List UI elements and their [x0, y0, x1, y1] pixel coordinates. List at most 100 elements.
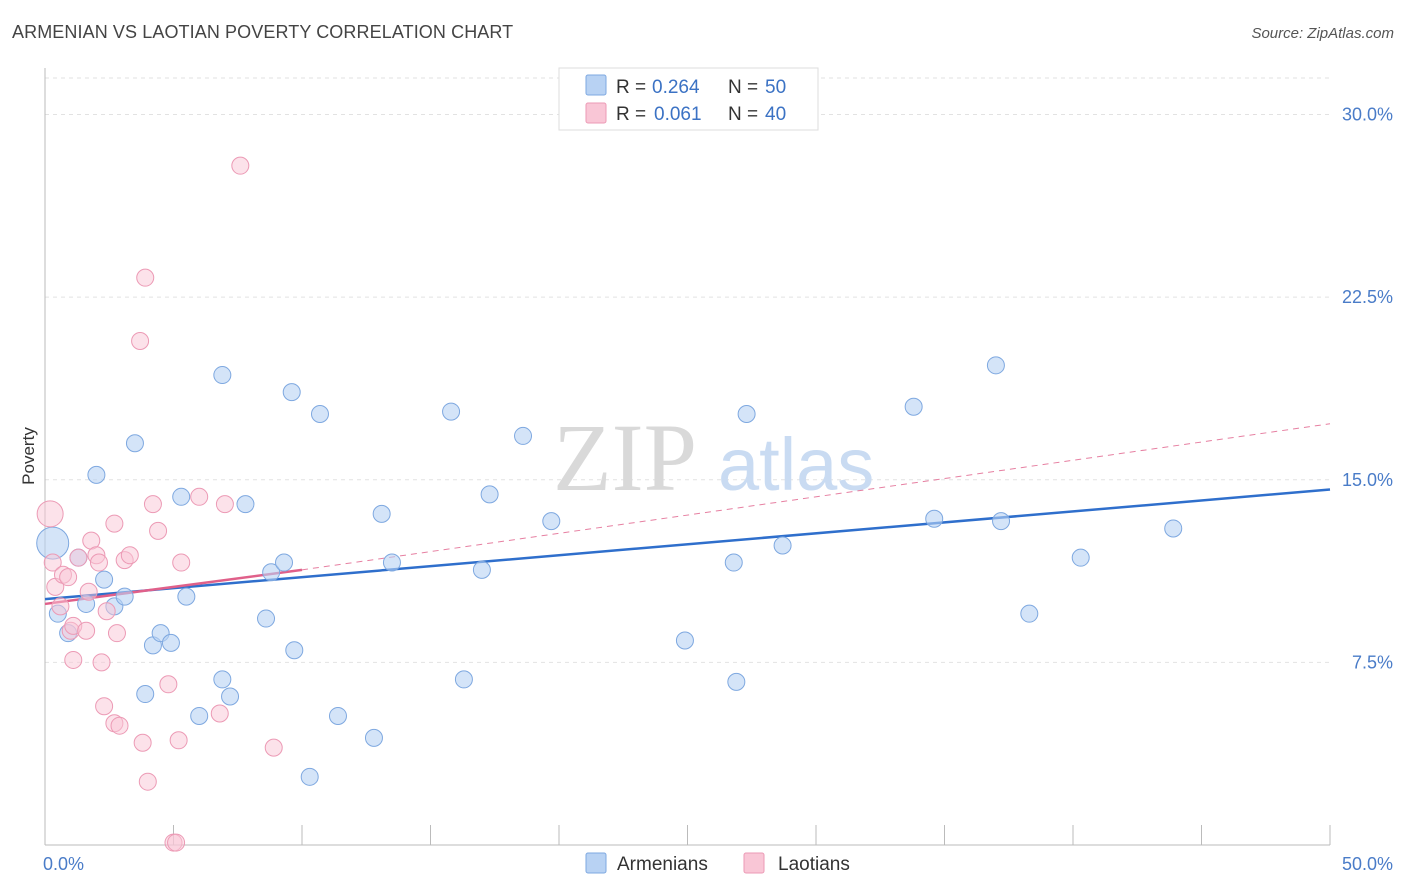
laotians-point [143, 495, 162, 514]
laotians-point [69, 548, 88, 567]
armenians-point [1071, 548, 1090, 567]
armenians-point [454, 670, 473, 689]
armenians-point [115, 587, 134, 606]
legend-r-label-armenians: R = [616, 77, 646, 98]
laotians-point [95, 697, 114, 716]
armenians-point [262, 563, 281, 582]
laotians-point [133, 733, 152, 752]
y-tick-label: 30.0% [1342, 105, 1393, 125]
armenians-point [1164, 519, 1183, 538]
legend-n-label-armenians: N = [728, 77, 758, 98]
series-legend: Armenians Laotians [585, 852, 850, 875]
armenians-point [310, 405, 329, 424]
armenians-point [472, 560, 491, 579]
laotians-point [51, 597, 70, 616]
armenians-point [136, 685, 155, 704]
laotians-point [36, 500, 64, 528]
legend-r-label-laotians: R = [616, 104, 646, 125]
armenians-point [773, 536, 792, 555]
armenians-point [675, 631, 694, 650]
armenians-point [257, 609, 276, 628]
y-tick-label: 7.5% [1352, 652, 1393, 672]
armenians-point [382, 553, 401, 572]
armenians-point [282, 383, 301, 402]
chart-title: ARMENIAN VS LAOTIAN POVERTY CORRELATION … [12, 22, 514, 42]
y-axis-title: Poverty [19, 427, 38, 485]
watermark: ZIP atlas [553, 404, 874, 511]
axes [44, 68, 1331, 846]
laotians-point [107, 624, 126, 643]
laotians-point [136, 268, 155, 287]
laotians-point [264, 738, 283, 757]
laotians-point [97, 602, 116, 621]
legend-swatch-laotians [585, 102, 607, 124]
armenians-point [904, 397, 923, 416]
legend-swatch-armenians [585, 74, 607, 96]
laotians-point [43, 553, 62, 572]
laotians-point [131, 331, 150, 350]
source-label: Source: ZipAtlas.com [1251, 25, 1394, 42]
laotians-point [77, 621, 96, 640]
laotians-point [210, 704, 229, 723]
laotians-trend-extension [301, 423, 1331, 571]
armenians-point [1020, 604, 1039, 623]
y-tick-label: 22.5% [1342, 287, 1393, 307]
laotians-point [231, 156, 250, 175]
laotians-point [120, 546, 139, 565]
bottom-legend-label-laotians: Laotians [778, 854, 850, 875]
legend-r-value-laotians: 0.061 [654, 104, 702, 125]
laotians-point [215, 495, 234, 514]
armenians-point [925, 509, 944, 528]
legend-n-value-laotians: 40 [765, 104, 786, 125]
laotians-point [172, 553, 191, 572]
laotians-point [169, 731, 188, 750]
armenians-point [442, 402, 461, 421]
x-tick-label: 50.0% [1342, 854, 1393, 874]
armenians-point [727, 672, 746, 691]
armenians-point [285, 641, 304, 660]
armenians-point [275, 553, 294, 572]
bottom-legend-swatch-armenians [585, 852, 607, 874]
armenians-point [236, 495, 255, 514]
y-tick-label: 15.0% [1342, 470, 1393, 490]
armenians-point [328, 706, 347, 725]
armenians-point [213, 670, 232, 689]
armenians-point [372, 504, 391, 523]
laotians-point [167, 833, 186, 852]
armenians-point [737, 405, 756, 424]
tick-labels: 7.5% 15.0% 22.5% 30.0% 0.0% 50.0% [43, 105, 1393, 874]
laotians-point [89, 553, 108, 572]
laotians-points [36, 156, 283, 852]
legend-n-label-laotians: N = [728, 104, 758, 125]
legend-n-value-armenians: 50 [765, 77, 786, 98]
armenians-point [480, 485, 499, 504]
armenians-point [514, 426, 533, 445]
armenians-point [542, 512, 561, 531]
laotians-point [105, 514, 124, 533]
laotians-point [92, 653, 111, 672]
legend-r-value-armenians: 0.264 [652, 77, 700, 98]
laotians-point [110, 716, 129, 735]
armenians-point [213, 366, 232, 385]
armenians-point [364, 728, 383, 747]
laotians-point [159, 675, 178, 694]
laotians-point [79, 582, 98, 601]
armenians-point [161, 633, 180, 652]
armenians-point [724, 553, 743, 572]
armenians-point [190, 706, 209, 725]
bottom-legend-swatch-laotians [743, 852, 765, 874]
stats-legend: R = 0.264 N = 50 R = 0.061 N = 40 [558, 67, 819, 131]
armenians-trend-line [44, 488, 1331, 601]
bottom-legend-label-armenians: Armenians [617, 854, 708, 875]
armenians-point [95, 570, 114, 589]
watermark-zip: ZIP [553, 404, 697, 511]
laotians-point [64, 650, 83, 669]
laotians-point [190, 487, 209, 506]
armenians-point [177, 587, 196, 606]
armenians-point [125, 434, 144, 453]
armenians-point [172, 487, 191, 506]
armenians-point [986, 356, 1005, 375]
laotians-point [149, 521, 168, 540]
laotians-point [59, 568, 78, 587]
